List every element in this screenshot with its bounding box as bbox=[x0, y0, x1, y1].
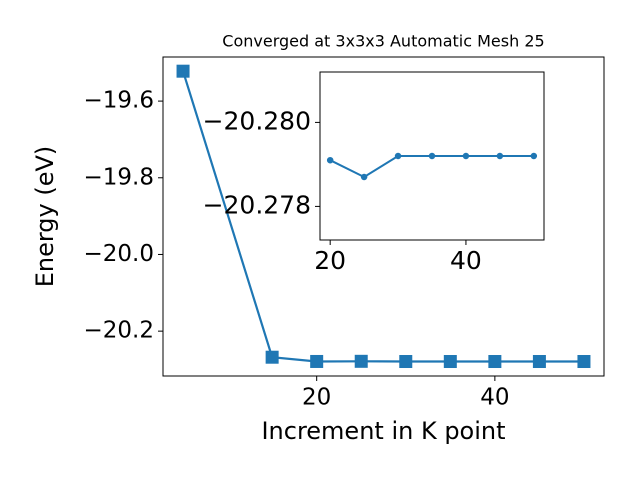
x-tick-label: 40 bbox=[450, 246, 482, 275]
x-tick-label: 40 bbox=[480, 385, 509, 411]
marker bbox=[443, 355, 457, 369]
marker bbox=[496, 152, 504, 160]
y-tick-label: −19.6 bbox=[84, 88, 154, 114]
x-tick-label: 20 bbox=[314, 246, 346, 275]
marker bbox=[577, 355, 591, 369]
marker bbox=[530, 152, 538, 160]
chart-title: Converged at 3x3x3 Automatic Mesh 25 bbox=[222, 32, 544, 51]
marker bbox=[176, 64, 190, 78]
marker bbox=[360, 173, 368, 181]
y-tick-label: −20.2 bbox=[84, 318, 154, 344]
marker bbox=[354, 354, 368, 368]
marker bbox=[488, 355, 502, 369]
axes-frame bbox=[162, 56, 605, 377]
marker bbox=[326, 156, 334, 164]
marker bbox=[265, 350, 279, 364]
y-tick-label: −19.8 bbox=[84, 164, 154, 190]
marker bbox=[462, 152, 470, 160]
marker bbox=[310, 354, 324, 368]
marker bbox=[399, 355, 413, 369]
x-tick-label: 20 bbox=[302, 385, 331, 411]
y-tick-label: −20.280 bbox=[203, 106, 311, 135]
y-tick-label: −20.278 bbox=[203, 190, 311, 219]
y-tick-label: −20.0 bbox=[84, 241, 154, 267]
marker bbox=[428, 152, 436, 160]
y-axis-label: Energy (eV) bbox=[31, 146, 59, 288]
x-axis-label: Increment in K point bbox=[261, 417, 505, 445]
marker bbox=[532, 355, 546, 369]
marker bbox=[394, 152, 402, 160]
axes-frame bbox=[319, 71, 545, 241]
